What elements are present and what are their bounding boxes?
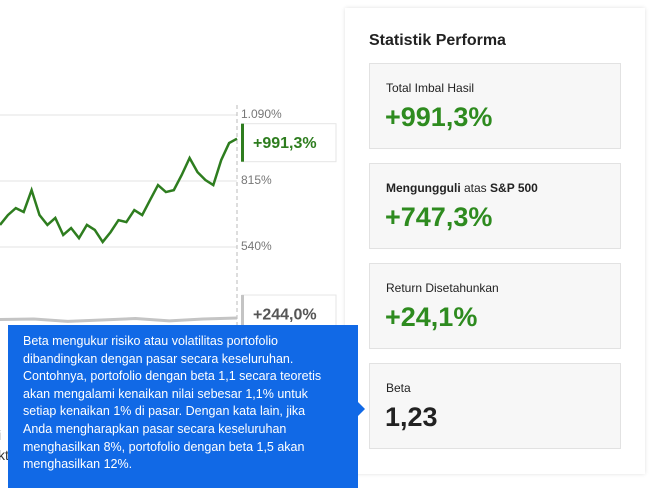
label-strong: Mengungguli [386, 181, 461, 195]
tooltip-arrow [357, 401, 365, 417]
end-badge-bar [241, 123, 244, 162]
tooltip-line: Beta mengukur risiko atau volatilitas po… [23, 334, 278, 348]
tooltip-line: Anda mengharapkan pasar secara keseluruh… [23, 421, 287, 436]
y-tick-label: 815% [241, 173, 272, 187]
stat-value: 1,23 [385, 402, 438, 432]
tooltip: Beta mengukur risiko atau volatilitas po… [8, 325, 365, 488]
y-tick-label: 540% [241, 239, 272, 253]
stat-card: Mengungguli atas S&P 500 +747,3% [369, 163, 621, 249]
y-tick-label: 1.090% [241, 107, 282, 121]
tooltip-line: menghasilkan 12%. [23, 457, 133, 472]
stat-label: Return Disetahunkan [386, 281, 499, 295]
label-strong: S&P 500 [490, 181, 538, 195]
text-fragment: kt [0, 447, 9, 463]
end-badge-bar [241, 295, 244, 334]
stat-card[interactable]: Beta 1,23 [369, 363, 621, 449]
stat-value: +991,3% [385, 102, 493, 132]
stat-card: Total Imbal Hasil +991,3% [369, 63, 621, 149]
tooltip-line: Contohnya, portofolio dengan beta 1,1 se… [23, 369, 322, 384]
stat-label: Mengungguli atas S&P 500 [386, 181, 538, 195]
end-label: +991,3% [253, 135, 317, 152]
stat-card: Return Disetahunkan +24,1% [369, 263, 621, 349]
tooltip-line: dibandingkan dengan pasar secara keselur… [23, 351, 294, 366]
end-label: +244,0% [253, 306, 317, 323]
series-line [0, 137, 238, 245]
stat-label: Beta [386, 381, 411, 395]
panel-title: Statistik Performa [369, 32, 506, 49]
stats-panel: Statistik Performa Total Imbal Hasil +99… [345, 8, 645, 474]
stat-value: +747,3% [385, 202, 493, 232]
label-text: atas [464, 181, 487, 195]
tooltip-line: setiap kenaikan 1% di pasar. Dengan kata… [23, 404, 306, 419]
tooltip-line: akan mengalami kenaikan nilai sebesar 1,… [23, 386, 308, 401]
tooltip-line: menghasilkan 8%, portofolio dengan beta … [23, 439, 305, 454]
text-fragment: i [0, 427, 1, 443]
series-line [0, 316, 238, 323]
stat-label: Total Imbal Hasil [386, 81, 475, 95]
stat-value: +24,1% [385, 302, 478, 332]
